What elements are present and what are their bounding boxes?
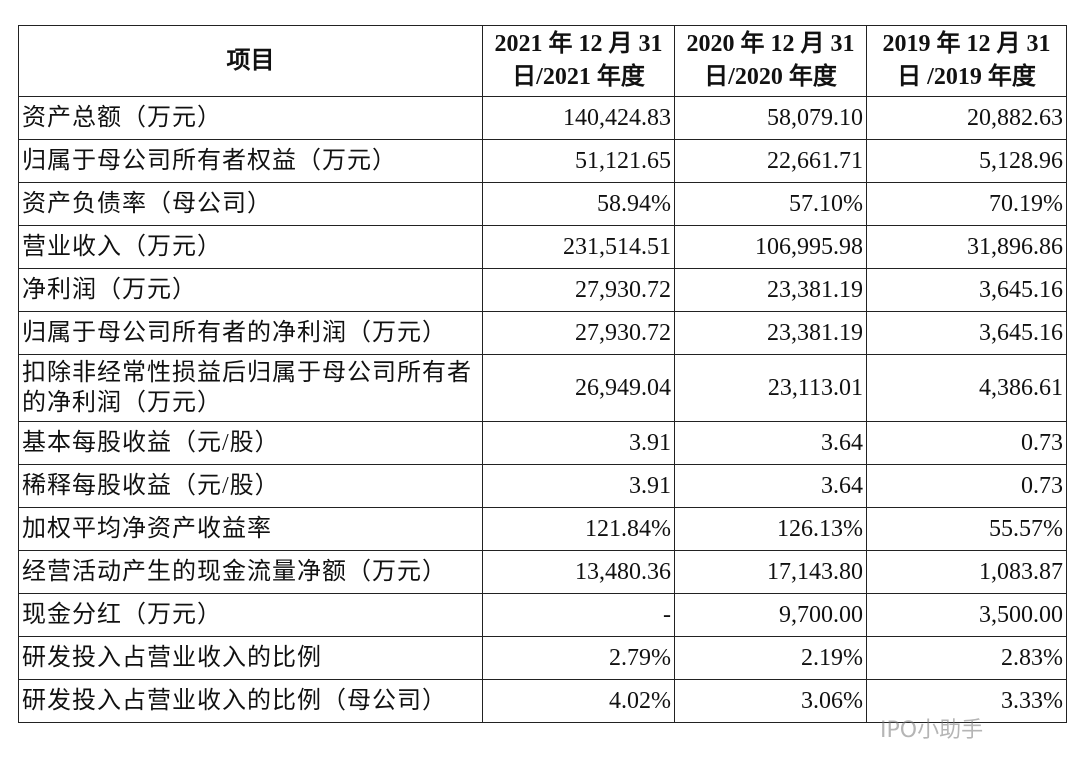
- value-cell: 3,645.16: [866, 268, 1067, 312]
- value-cell: -: [482, 593, 675, 637]
- value-cell: 106,995.98: [674, 225, 867, 269]
- value-cell: 58,079.10: [674, 96, 867, 140]
- row-label: 现金分红（万元）: [18, 593, 483, 637]
- table-row: 基本每股收益（元/股） 3.91 3.64 0.73: [18, 421, 1067, 465]
- table-row: 资产总额（万元） 140,424.83 58,079.10 20,882.63: [18, 96, 1067, 140]
- value-cell: 23,381.19: [674, 311, 867, 355]
- value-cell: 2.19%: [674, 636, 867, 680]
- value-cell: 13,480.36: [482, 550, 675, 594]
- header-row: 项目 2021 年 12 月 31 日/2021 年度 2020 年 12 月 31…: [18, 25, 1067, 97]
- row-label: 基本每股收益（元/股）: [18, 421, 483, 465]
- value-cell: 5,128.96: [866, 139, 1067, 183]
- value-cell: 31,896.86: [866, 225, 1067, 269]
- value-cell: 4,386.61: [866, 354, 1067, 422]
- value-cell: 57.10%: [674, 182, 867, 226]
- header-cell: 2020 年 12 月 31 日/2020 年度: [674, 25, 867, 97]
- value-cell: 55.57%: [866, 507, 1067, 551]
- table-row: 归属于母公司所有者权益（万元） 51,121.65 22,661.71 5,128.9…: [18, 139, 1067, 183]
- table-row: 营业收入（万元） 231,514.51 106,995.98 31,896.86: [18, 225, 1067, 269]
- row-label: 资产负债率（母公司）: [18, 182, 483, 226]
- table-row: 净利润（万元） 27,930.72 23,381.19 3,645.16: [18, 268, 1067, 312]
- table-row: 经营活动产生的现金流量净额（万元） 13,480.36 17,143.80 1,083…: [18, 550, 1067, 594]
- value-cell: 0.73: [866, 421, 1067, 465]
- value-cell: 3.91: [482, 464, 675, 508]
- value-cell: 2.83%: [866, 636, 1067, 680]
- row-label: 研发投入占营业收入的比例: [18, 636, 483, 680]
- row-label: 稀释每股收益（元/股）: [18, 464, 483, 508]
- value-cell: 51,121.65: [482, 139, 675, 183]
- header-cell: 2021 年 12 月 31 日/2021 年度: [482, 25, 675, 97]
- table-row: 研发投入占营业收入的比例（母公司） 4.02% 3.06% 3.33%: [18, 679, 1067, 723]
- value-cell: 58.94%: [482, 182, 675, 226]
- value-cell: 70.19%: [866, 182, 1067, 226]
- row-label: 扣除非经常性损益后归属于母公司所有者的净利润（万元）: [18, 354, 483, 422]
- row-label: 经营活动产生的现金流量净额（万元）: [18, 550, 483, 594]
- value-cell: 121.84%: [482, 507, 675, 551]
- value-cell: 23,381.19: [674, 268, 867, 312]
- table-row: 归属于母公司所有者的净利润（万元） 27,930.72 23,381.19 3,645…: [18, 311, 1067, 355]
- value-cell: 3.33%: [866, 679, 1067, 723]
- financial-table: 项目 2021 年 12 月 31 日/2021 年度 2020 年 12 月 31…: [18, 25, 1067, 723]
- table-body: 资产总额（万元） 140,424.83 58,079.10 20,882.63 归属于母…: [18, 96, 1067, 723]
- value-cell: 231,514.51: [482, 225, 675, 269]
- row-label: 营业收入（万元）: [18, 225, 483, 269]
- table-row: 稀释每股收益（元/股） 3.91 3.64 0.73: [18, 464, 1067, 508]
- value-cell: 140,424.83: [482, 96, 675, 140]
- value-cell: 3.06%: [674, 679, 867, 723]
- value-cell: 26,949.04: [482, 354, 675, 422]
- table-row: 研发投入占营业收入的比例 2.79% 2.19% 2.83%: [18, 636, 1067, 680]
- value-cell: 3,645.16: [866, 311, 1067, 355]
- table-row: 资产负债率（母公司） 58.94% 57.10% 70.19%: [18, 182, 1067, 226]
- value-cell: 22,661.71: [674, 139, 867, 183]
- value-cell: 3.64: [674, 421, 867, 465]
- table-row: 加权平均净资产收益率 121.84% 126.13% 55.57%: [18, 507, 1067, 551]
- value-cell: 27,930.72: [482, 268, 675, 312]
- row-label: 归属于母公司所有者权益（万元）: [18, 139, 483, 183]
- row-label: 加权平均净资产收益率: [18, 507, 483, 551]
- value-cell: 17,143.80: [674, 550, 867, 594]
- header-cell: 项目: [18, 25, 483, 97]
- value-cell: 3,500.00: [866, 593, 1067, 637]
- table-row: 扣除非经常性损益后归属于母公司所有者的净利润（万元） 26,949.04 23,11…: [18, 354, 1067, 422]
- value-cell: 27,930.72: [482, 311, 675, 355]
- value-cell: 1,083.87: [866, 550, 1067, 594]
- value-cell: 23,113.01: [674, 354, 867, 422]
- header-cell: 2019 年 12 月 31 日 /2019 年度: [866, 25, 1067, 97]
- value-cell: 9,700.00: [674, 593, 867, 637]
- table-row: 现金分红（万元） -9,700.00 3,500.00: [18, 593, 1067, 637]
- value-cell: 3.64: [674, 464, 867, 508]
- value-cell: 3.91: [482, 421, 675, 465]
- row-label: 归属于母公司所有者的净利润（万元）: [18, 311, 483, 355]
- row-label: 研发投入占营业收入的比例（母公司）: [18, 679, 483, 723]
- value-cell: 0.73: [866, 464, 1067, 508]
- value-cell: 2.79%: [482, 636, 675, 680]
- value-cell: 4.02%: [482, 679, 675, 723]
- watermark: IPO小助手: [880, 718, 984, 743]
- value-cell: 20,882.63: [866, 96, 1067, 140]
- value-cell: 126.13%: [674, 507, 867, 551]
- row-label: 净利润（万元）: [18, 268, 483, 312]
- row-label: 资产总额（万元）: [18, 96, 483, 140]
